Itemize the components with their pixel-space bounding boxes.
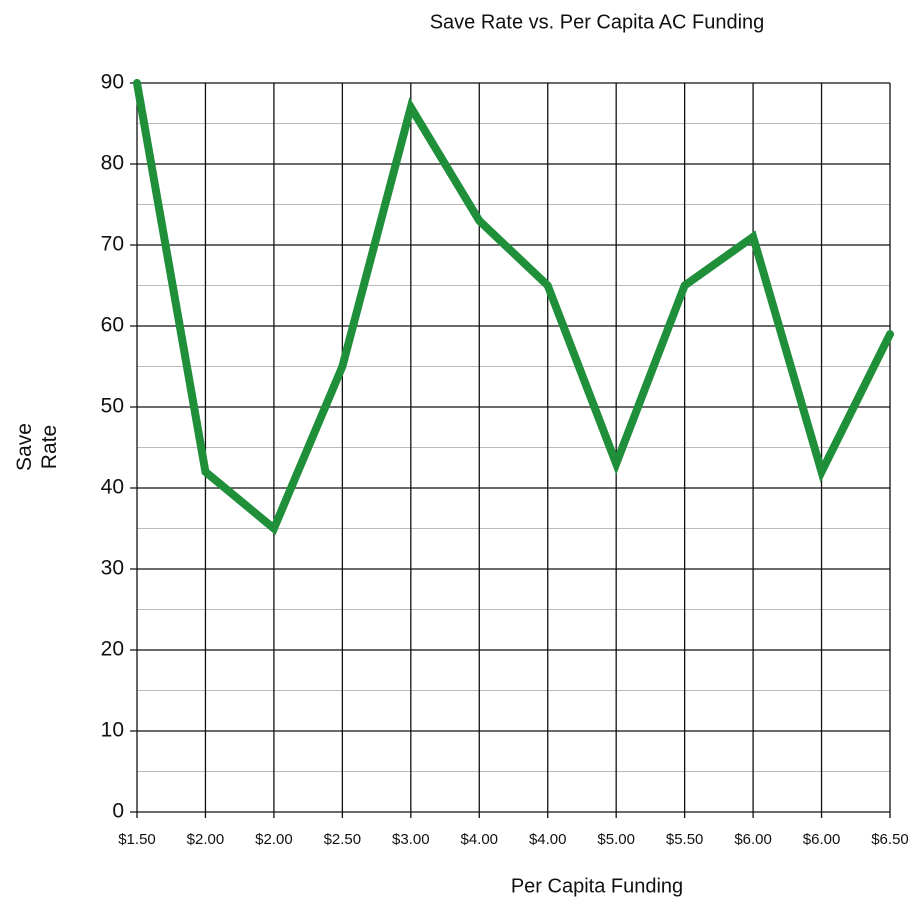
x-tick-label: $1.50	[118, 831, 156, 848]
y-tick-label: 40	[101, 476, 124, 499]
x-axis-label: Per Capita Funding	[511, 875, 683, 897]
x-tick-label: $2.00	[187, 831, 225, 848]
x-tick-label: $5.00	[597, 831, 635, 848]
x-tick-label: $6.00	[803, 831, 841, 848]
y-axis-label: Save Rate	[13, 423, 61, 471]
x-tick-label: $6.50	[871, 831, 909, 848]
y-tick-label: 30	[101, 557, 124, 580]
y-tick-label: 80	[101, 152, 124, 175]
x-tick-label: $3.00	[392, 831, 430, 848]
x-tick-label: $4.00	[460, 831, 498, 848]
y-tick-label: 0	[112, 800, 124, 823]
x-tick-label: $2.00	[255, 831, 293, 848]
y-tick-label: 10	[101, 719, 124, 742]
x-tick-label: $6.00	[734, 831, 772, 848]
chart-title: Save Rate vs. Per Capita AC Funding	[430, 11, 765, 33]
data-line	[133, 79, 894, 536]
y-tick-label: 70	[101, 233, 124, 256]
y-tick-label: 50	[101, 395, 124, 418]
y-tick-label: 20	[101, 638, 124, 661]
y-tick-label: 60	[101, 314, 124, 337]
y-tick-label: 90	[101, 71, 124, 94]
x-tick-label: $4.00	[529, 831, 567, 848]
x-tick-label: $2.50	[324, 831, 362, 848]
x-tick-label: $5.50	[666, 831, 704, 848]
